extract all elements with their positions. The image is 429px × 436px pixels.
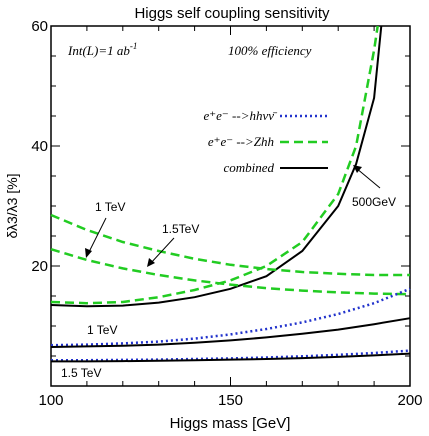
lumi-annotation: Int(L)=1 ab-1 — [67, 41, 137, 58]
tick-layer: 100 150 200 20 40 60 — [31, 18, 422, 409]
label-15tev-upper: 1.5TeV — [162, 222, 199, 236]
label-1tev-upper: 1 TeV — [95, 200, 125, 214]
x-axis-label: Higgs mass [GeV] — [170, 415, 291, 432]
series-line-comb_500 — [50, 25, 383, 308]
series-line-zhh_1tev — [50, 213, 410, 277]
efficiency-annotation: 100% efficiency — [228, 43, 312, 58]
legend-label-zhh: e⁺e⁻ -->Zhh — [208, 134, 274, 149]
arrow-500gev — [355, 167, 381, 189]
x-tick-label: 100 — [38, 392, 63, 409]
series-line-comb_1tev — [50, 317, 411, 348]
chart-title: Higgs self coupling sensitivity — [134, 5, 330, 22]
arrowhead-15tev-upper — [147, 258, 155, 267]
series-line-zhh_15tev — [50, 248, 411, 296]
arrowhead-1tev-upper — [85, 248, 92, 258]
x-tick-label: 200 — [397, 392, 422, 409]
y-tick-label: 40 — [31, 138, 48, 155]
legend-label-hhvv: e⁺e⁻ -->hhνν̄ — [204, 108, 278, 123]
lumi-superscript: -1 — [130, 41, 138, 51]
y-axis-label: δλ3/λ3 [%] — [4, 173, 20, 238]
legend-label-combined: combined — [223, 160, 274, 175]
series-line-comb_15tev — [51, 352, 411, 363]
x-tick-label: 150 — [218, 392, 243, 409]
y-tick-label: 20 — [31, 258, 48, 275]
label-15tev-lower: 1.5 TeV — [61, 366, 101, 380]
series-line-zhh_500 — [50, 25, 379, 305]
legend: e⁺e⁻ -->hhνν̄ e⁺e⁻ -->Zhh combined — [204, 108, 328, 175]
y-tick-label: 60 — [31, 18, 48, 35]
arrow-15tev-upper — [149, 237, 175, 265]
arrow-1tev-upper — [87, 217, 107, 255]
arrowhead-500gev — [353, 165, 362, 173]
label-1tev-lower: 1 TeV — [87, 323, 117, 337]
series-layer — [50, 25, 411, 363]
label-500gev: 500GeV — [352, 195, 396, 209]
